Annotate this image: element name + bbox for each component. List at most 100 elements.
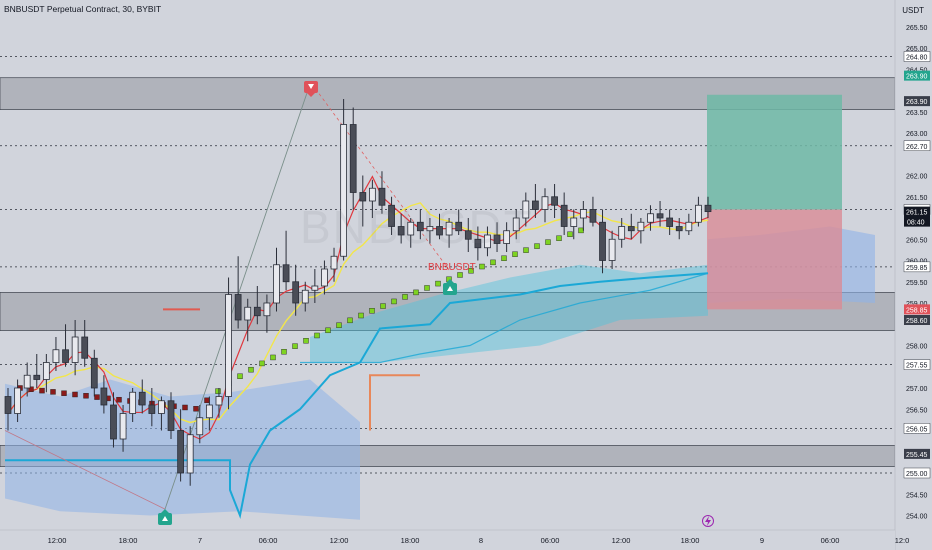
y-tick-label: 265.00 — [906, 46, 928, 53]
price-label-text: 263.90 — [906, 99, 928, 106]
step-marker — [193, 406, 199, 412]
step-marker — [72, 391, 78, 398]
candle-body — [81, 336, 89, 359]
y-tick-label: 254.00 — [906, 514, 928, 521]
buy-signal-badge-low-arrow-icon — [162, 516, 168, 521]
step-marker — [512, 251, 518, 257]
price-label-text: 255.00 — [906, 471, 928, 478]
price-label-plain — [903, 359, 931, 370]
candle-body — [426, 226, 434, 232]
candle-body — [551, 196, 558, 206]
candle-body — [484, 234, 491, 249]
candle-body — [158, 400, 165, 414]
candle-body — [503, 230, 511, 244]
step-marker — [413, 289, 419, 296]
price-label-text: 259.85 — [906, 265, 928, 272]
candle-body — [359, 192, 367, 202]
step-marker — [50, 389, 56, 395]
candle-body — [23, 374, 31, 389]
sell-signal-badge-arrow-icon — [308, 84, 314, 89]
candle-body — [416, 221, 424, 232]
candle-body — [110, 404, 117, 440]
x-tick-label: 12:00 — [330, 536, 349, 545]
x-tick-label: 06:00 — [541, 536, 560, 545]
y-tick-label: 258.00 — [906, 344, 928, 351]
symbol-watermark: BNBUSDT — [300, 201, 534, 253]
step-marker — [237, 373, 243, 379]
price-label-plain — [903, 51, 931, 62]
ichimoku-cloud-mid — [310, 264, 708, 363]
x-tick-label: 12:0 — [895, 536, 910, 545]
step-marker — [479, 263, 485, 270]
step-marker — [347, 317, 353, 324]
y-tick-label: 263.00 — [906, 131, 928, 138]
candle-body — [225, 294, 232, 397]
candle-body — [90, 357, 98, 389]
x-tick-label: 8 — [479, 536, 483, 545]
candle-body — [608, 238, 616, 261]
x-tick-label: 12:00 — [612, 536, 631, 545]
candle-body — [560, 204, 568, 227]
candle-body — [666, 217, 674, 227]
price-label-dark — [904, 315, 930, 325]
time-axis — [0, 530, 895, 550]
candle-body — [100, 387, 108, 406]
step-marker — [358, 312, 364, 319]
price-label-plain — [903, 261, 931, 273]
step-marker — [61, 390, 67, 396]
step-marker — [523, 247, 529, 253]
candle-body — [311, 285, 319, 291]
price-label-text: 258.60 — [906, 318, 928, 325]
price-label-plain — [903, 423, 931, 434]
candle-body — [637, 221, 645, 232]
price-label-plain — [903, 140, 931, 151]
candle-body — [704, 204, 712, 213]
candle-body — [52, 349, 60, 363]
x-tick-label: 18:00 — [401, 536, 420, 545]
step-marker — [215, 388, 221, 394]
price-label-text: 258.85 — [906, 307, 928, 314]
step-marker — [391, 298, 397, 305]
step-marker — [116, 396, 122, 403]
candle-body — [186, 434, 194, 474]
price-label-current — [904, 206, 930, 227]
candle-body — [253, 306, 261, 317]
step-marker — [303, 338, 309, 344]
step-marker — [501, 255, 507, 261]
candle-body — [244, 306, 252, 321]
price-label-text: 261.15 — [906, 210, 928, 217]
candle-body — [62, 349, 69, 363]
step-marker — [567, 231, 573, 237]
candle-body — [378, 187, 386, 206]
candle-body — [42, 362, 50, 380]
lightning-icon — [702, 515, 714, 527]
step-marker — [380, 303, 386, 309]
symbol-annotation: BNBUSDT — [428, 262, 476, 273]
candle-body — [138, 391, 146, 406]
candle-body — [196, 417, 204, 436]
candle-body — [129, 391, 137, 414]
step-marker — [325, 327, 331, 334]
step-marker — [182, 404, 188, 411]
candle-body — [532, 200, 539, 210]
candle-body — [388, 204, 395, 227]
y-tick-label: 261.50 — [906, 195, 928, 202]
candle-body — [167, 400, 175, 431]
currency-label: USDT — [902, 6, 924, 15]
candle-body — [685, 221, 693, 232]
step-marker — [204, 397, 210, 404]
y-tick-label: 254.50 — [906, 492, 928, 499]
price-label-countdown: 08:40 — [907, 220, 925, 227]
y-tick-label: 256.50 — [906, 407, 928, 414]
step-marker — [457, 272, 463, 278]
buy-signal-badge-low-tip — [161, 509, 169, 513]
candle-body — [397, 226, 405, 236]
x-tick-label: 12:00 — [48, 536, 67, 545]
sell-signal-badge-tip — [307, 93, 315, 97]
candle-body — [263, 302, 271, 317]
step-marker — [369, 308, 375, 314]
candle-body — [522, 200, 530, 219]
step-marker — [435, 280, 441, 287]
